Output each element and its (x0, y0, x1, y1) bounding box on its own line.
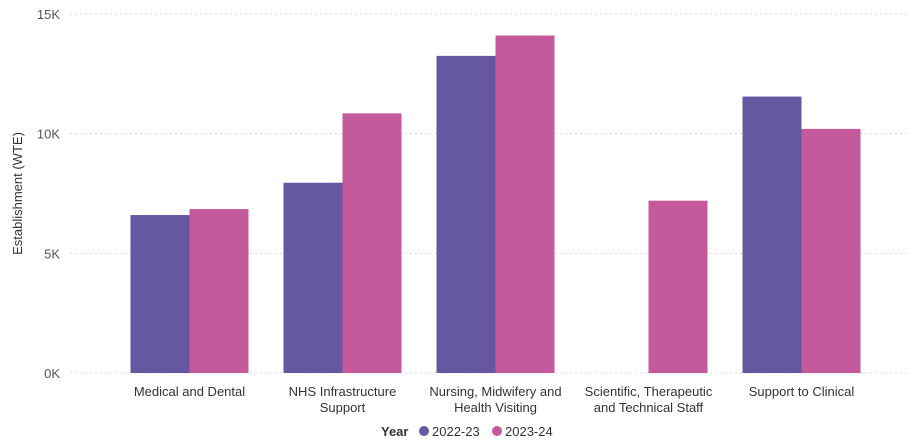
legend-items[interactable]: 2022-23 2023-24 (419, 424, 553, 439)
y-tick-label: 5K (44, 246, 60, 261)
legend-label[interactable]: 2022-23 (432, 424, 480, 439)
legend: Year 2022-23 2023-24 (381, 424, 553, 439)
bar-2022-23-4[interactable] (742, 96, 802, 373)
bar-2023-24-3[interactable] (648, 200, 708, 373)
x-axis-categories: Medical and Dental NHS InfrastructureSupp… (134, 384, 855, 415)
x-category-label: and Technical Staff (594, 400, 704, 415)
x-category-label: NHS Infrastructure (289, 384, 397, 399)
legend-title: Year (381, 424, 408, 439)
x-category-label: Support to Clinical (749, 384, 855, 399)
bar-2023-24-4[interactable] (801, 128, 861, 373)
bar-2022-23-2[interactable] (436, 55, 496, 374)
bar-2022-23-0[interactable] (130, 215, 190, 373)
bar-2023-24-0[interactable] (189, 209, 249, 373)
y-tick-label: 0K (44, 366, 60, 381)
legend-label[interactable]: 2023-24 (505, 424, 553, 439)
x-category-label: Health Visiting (454, 400, 537, 415)
y-tick-label: 10K (37, 127, 60, 142)
x-category-label: Scientific, Therapeutic (585, 384, 713, 399)
y-axis-title: Establishment (WTE) (10, 132, 25, 255)
bar-2023-24-1[interactable] (342, 113, 402, 373)
y-axis-ticks: 0K 5K 10K 15K (37, 7, 60, 381)
legend-marker-2023-24 (492, 426, 502, 436)
bars[interactable] (130, 35, 861, 374)
bar-2023-24-2[interactable] (495, 35, 555, 373)
x-category-label: Support (320, 400, 366, 415)
legend-marker-2022-23 (419, 426, 429, 436)
bar-2022-23-1[interactable] (283, 182, 343, 373)
x-category-label: Nursing, Midwifery and (429, 384, 561, 399)
x-category-label: Medical and Dental (134, 384, 245, 399)
y-tick-label: 15K (37, 7, 60, 22)
